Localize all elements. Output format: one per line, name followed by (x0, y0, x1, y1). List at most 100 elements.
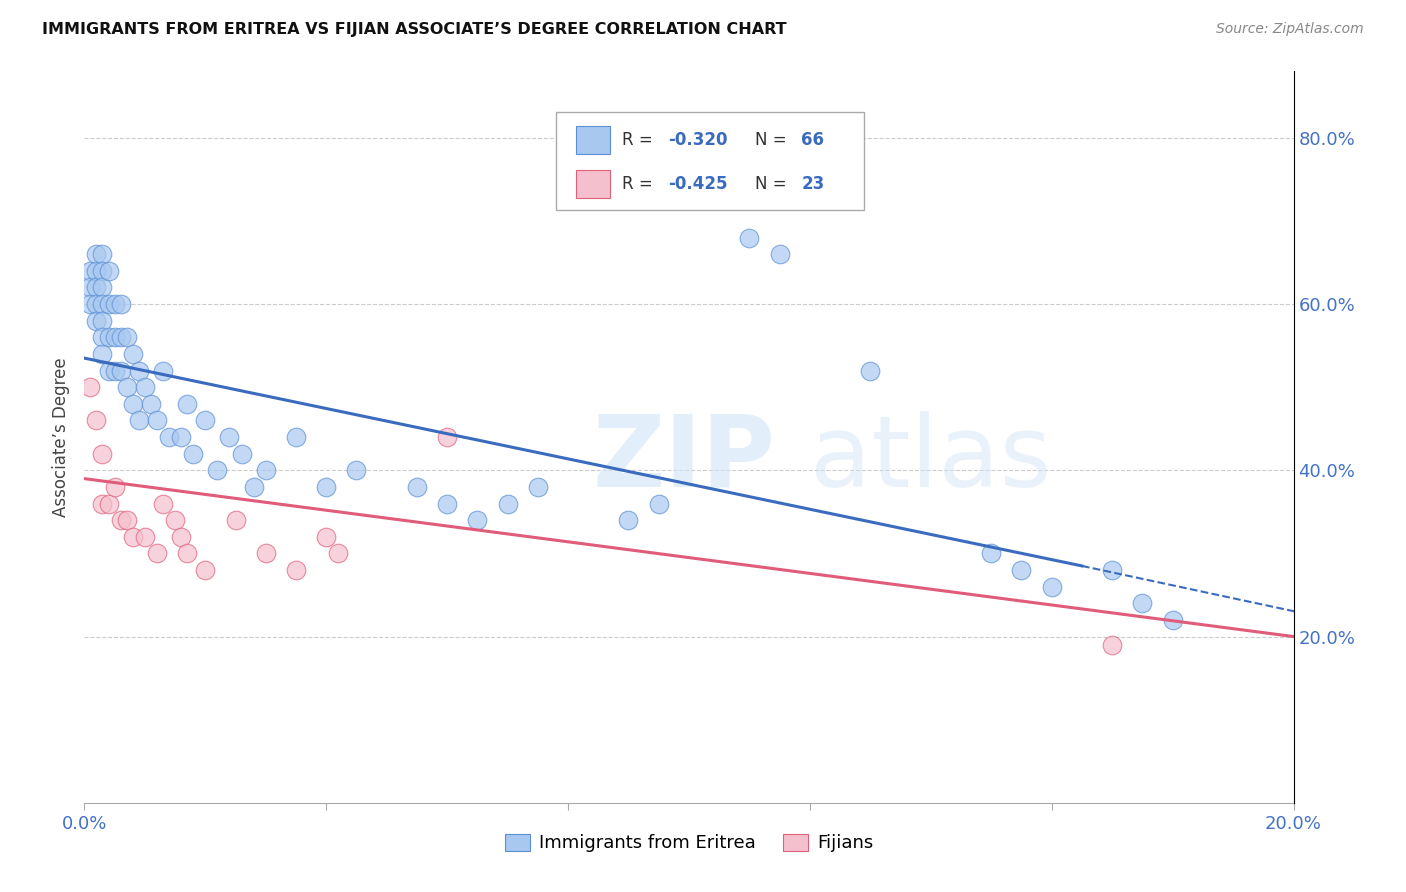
Point (134, 530, 156, 544)
Point (1011, 563, 1033, 577)
Point (121, 397, 143, 411)
Point (170, 430, 193, 444)
FancyBboxPatch shape (555, 112, 865, 211)
Point (91, 347, 114, 361)
Point (231, 447, 253, 461)
Point (128, 363, 150, 377)
Point (467, 513, 489, 527)
Point (496, 497, 519, 511)
Point (104, 297, 127, 311)
Text: R =: R = (623, 175, 658, 193)
Point (86, 264, 108, 278)
Text: IMMIGRANTS FROM ERITREA VS FIJIAN ASSOCIATE’S DEGREE CORRELATION CHART: IMMIGRANTS FROM ERITREA VS FIJIAN ASSOCI… (42, 22, 787, 37)
Point (152, 497, 174, 511)
Point (97, 497, 120, 511)
Point (194, 413, 217, 427)
Point (97, 297, 120, 311)
Point (110, 363, 132, 377)
Text: Source: ZipAtlas.com: Source: ZipAtlas.com (1216, 22, 1364, 37)
Point (769, 247, 792, 261)
Point (86, 247, 108, 261)
Point (738, 230, 761, 244)
Point (79, 264, 101, 278)
Point (285, 430, 308, 444)
Point (1101, 563, 1123, 577)
Point (328, 546, 350, 560)
Point (110, 330, 132, 344)
Point (86, 297, 108, 311)
Point (436, 430, 458, 444)
Point (146, 546, 169, 560)
Point (225, 513, 247, 527)
Point (86, 314, 108, 328)
Point (254, 546, 277, 560)
Point (115, 380, 138, 394)
Point (648, 497, 671, 511)
Text: N =: N = (755, 175, 793, 193)
Point (1130, 596, 1153, 610)
Point (157, 430, 180, 444)
Point (980, 546, 1002, 560)
Point (176, 397, 198, 411)
Point (218, 430, 240, 444)
Text: R =: R = (623, 131, 658, 149)
Text: 23: 23 (801, 175, 825, 193)
Y-axis label: Associate’s Degree: Associate’s Degree (52, 358, 70, 516)
Point (86, 280, 108, 294)
Point (121, 530, 143, 544)
Point (139, 397, 162, 411)
Point (207, 463, 229, 477)
Point (128, 413, 150, 427)
Point (79, 297, 101, 311)
Point (110, 297, 132, 311)
Point (285, 563, 308, 577)
Point (91, 247, 114, 261)
Point (110, 513, 132, 527)
Point (859, 363, 882, 377)
Point (97, 330, 120, 344)
FancyBboxPatch shape (576, 170, 610, 198)
Text: ZIP: ZIP (592, 410, 775, 508)
Point (617, 513, 640, 527)
Point (115, 330, 138, 344)
Point (91, 264, 114, 278)
Point (170, 530, 193, 544)
Point (91, 314, 114, 328)
Point (678, 164, 700, 178)
Point (254, 463, 277, 477)
Point (315, 530, 337, 544)
Point (121, 347, 143, 361)
Point (91, 447, 114, 461)
Text: -0.320: -0.320 (668, 131, 728, 149)
Point (97, 264, 120, 278)
Point (104, 330, 127, 344)
Point (79, 280, 101, 294)
Point (436, 497, 458, 511)
Point (527, 480, 550, 494)
Point (165, 513, 187, 527)
Point (79, 380, 101, 394)
Text: N =: N = (755, 131, 793, 149)
Point (346, 463, 368, 477)
Point (1161, 613, 1184, 627)
Point (194, 563, 217, 577)
Point (86, 413, 108, 427)
Point (91, 497, 114, 511)
Point (97, 363, 120, 377)
Point (176, 546, 198, 560)
Point (115, 513, 138, 527)
Point (181, 447, 204, 461)
Text: -0.425: -0.425 (668, 175, 728, 193)
Point (1040, 580, 1063, 594)
Legend: Immigrants from Eritrea, Fijians: Immigrants from Eritrea, Fijians (498, 826, 880, 860)
Point (152, 363, 174, 377)
Point (315, 480, 337, 494)
Point (104, 363, 127, 377)
Point (134, 380, 156, 394)
Text: atlas: atlas (810, 410, 1052, 508)
Point (104, 480, 127, 494)
Point (146, 413, 169, 427)
Point (406, 480, 429, 494)
FancyBboxPatch shape (576, 127, 610, 154)
Point (242, 480, 264, 494)
